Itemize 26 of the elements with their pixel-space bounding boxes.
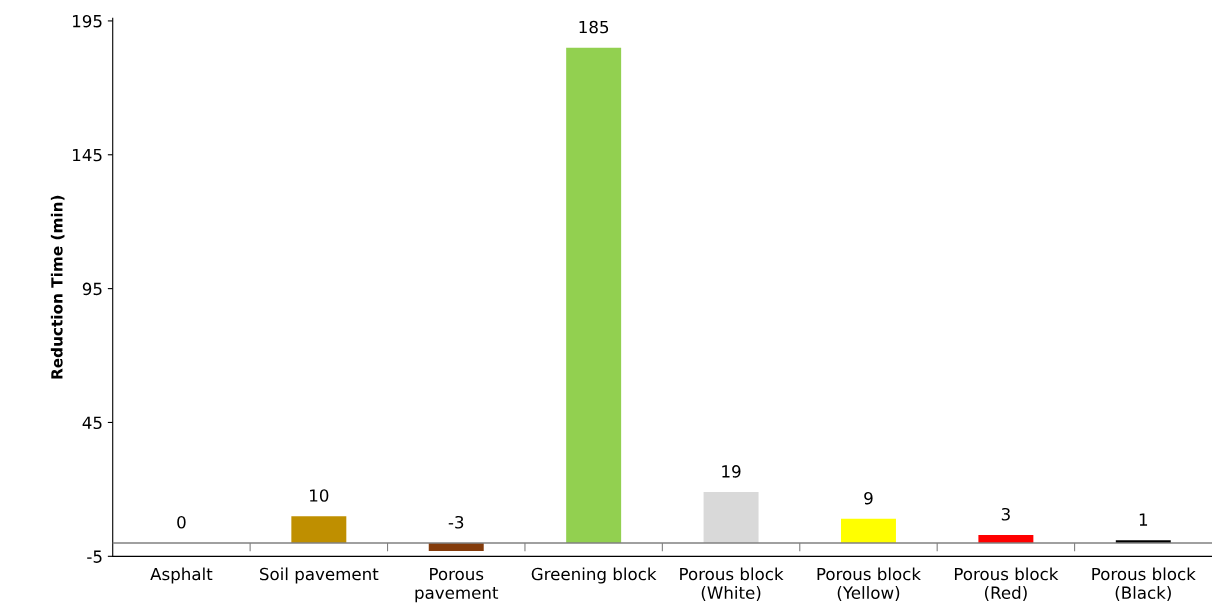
y-axis-title: Reduction Time (min): [50, 195, 65, 379]
x-tick-label: Soil pavement: [260, 567, 379, 584]
y-tick-label: 145: [73, 148, 102, 162]
bar: [566, 47, 622, 543]
x-tick-label: Porous block (Black): [1092, 567, 1196, 601]
data-label: 185: [579, 20, 609, 34]
x-tick-label: Greening block: [531, 567, 657, 584]
x-tick-label: Porous block (White): [680, 567, 784, 601]
data-label: 1: [1139, 513, 1148, 526]
x-tick-label: Porous pavement: [415, 567, 499, 603]
y-tick-label: 95: [82, 282, 102, 296]
bar: [703, 492, 759, 543]
data-label: 9: [864, 491, 873, 505]
data-label: 3: [1001, 507, 1010, 521]
x-tick-label: Porous block (Red): [954, 567, 1059, 601]
x-tick-label: Porous block (Yellow): [817, 567, 921, 601]
data-label: 0: [177, 515, 186, 529]
data-label: -3: [448, 515, 464, 529]
y-tick-label: 195: [73, 14, 102, 28]
bar: [291, 516, 347, 543]
x-tick-label: Asphalt: [150, 567, 213, 584]
bar: [840, 518, 896, 543]
y-tick-label: 45: [82, 416, 102, 430]
data-label: 10: [310, 489, 329, 502]
data-label: 19: [722, 465, 741, 478]
y-tick-label: -5: [87, 550, 102, 563]
